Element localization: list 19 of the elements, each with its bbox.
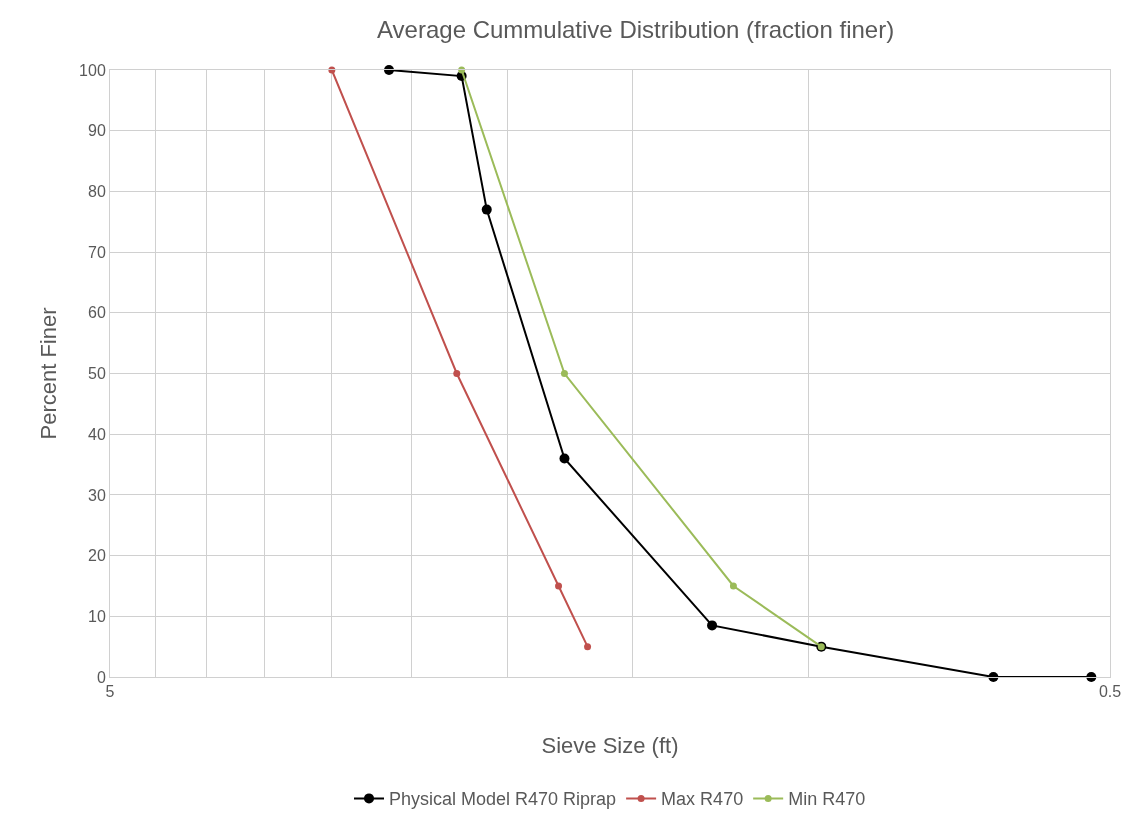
y-tick-label: 100 [79,61,106,79]
legend-label: Min R470 [788,789,866,810]
x-tick-label: 0.5 [1098,683,1122,701]
chart-title: Average Cummulative Distribution (fraction finer) [377,15,895,43]
y-tick-label: 0 [96,668,106,686]
y-tick-label: 20 [88,547,106,565]
y-tick-label: 90 [88,122,106,140]
y-tick-label: 50 [88,365,106,383]
y-tick-label: 40 [88,425,106,443]
x-axis-title: Sieve Size (ft) [541,733,679,758]
y-tick-label: 30 [88,486,106,504]
y-tick-label: 70 [88,243,106,261]
legend-label: Physical Model R470 Riprap [389,789,617,810]
y-axis-title: Percent Finer [36,307,61,440]
y-tick-label: 80 [88,183,106,200]
y-tick-label: 10 [88,607,106,625]
y-tick-label: 60 [88,304,106,322]
legend-label: Max R470 [661,789,744,810]
x-tick-label: 5 [105,683,115,701]
